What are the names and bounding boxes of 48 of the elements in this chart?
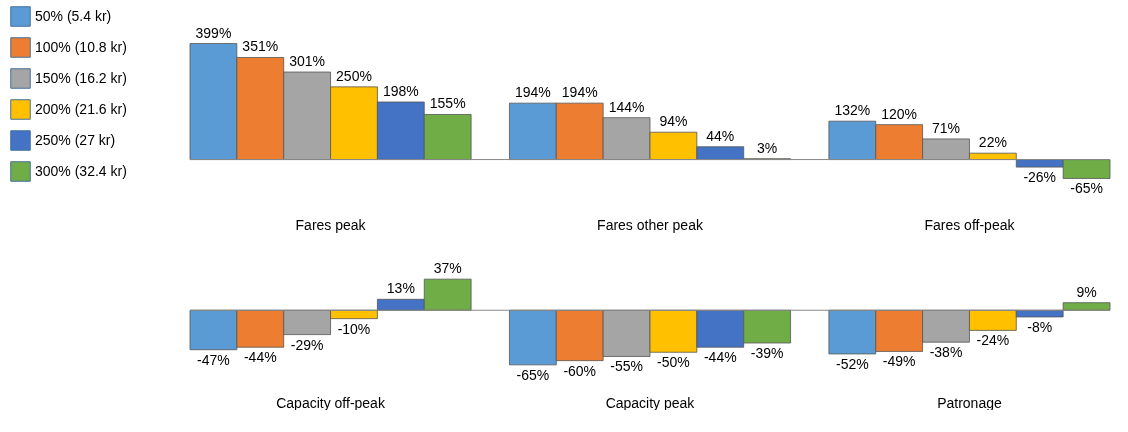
data-label: 351% [242, 38, 279, 55]
data-label: -24% [976, 332, 1010, 349]
legend-label: 50% (5.4 kr) [35, 7, 112, 24]
x-tick-label: Patronage [937, 394, 1002, 411]
data-label: -44% [703, 349, 737, 366]
data-label: 13% [386, 280, 415, 297]
data-label: 301% [289, 53, 326, 70]
x-tick-label: Capacity off-peak [276, 394, 386, 411]
data-label: -38% [929, 344, 963, 361]
data-label: 71% [932, 119, 961, 136]
data-label: -50% [657, 354, 690, 371]
x-tick-label: Capacity peak [605, 394, 696, 411]
data-label: -47% [197, 351, 230, 368]
data-label: 9% [1076, 283, 1097, 300]
data-label: 399% [195, 24, 232, 41]
data-label: -65% [516, 366, 550, 383]
legend-label: 200% (21.6 kr) [35, 100, 127, 117]
data-label: 144% [608, 98, 645, 115]
legend-label: 250% (27 kr) [35, 131, 116, 148]
x-tick-label: Fares off-peak [924, 216, 1016, 233]
legend-label: 100% (10.8 kr) [35, 38, 127, 55]
data-label: -26% [1023, 169, 1057, 186]
data-label: 37% [433, 260, 462, 277]
data-label: -55% [610, 358, 643, 375]
legend-label: 300% (32.4 kr) [35, 162, 127, 179]
data-label: 44% [706, 127, 735, 144]
data-label: -44% [243, 349, 277, 366]
data-label: 3% [757, 139, 778, 156]
x-tick-label: Fares other peak [597, 216, 704, 233]
data-label: 194% [514, 84, 551, 101]
data-label: -29% [290, 336, 324, 353]
data-label: -52% [835, 355, 869, 372]
x-tick-label: Fares peak [295, 216, 367, 233]
data-label: -65% [1070, 180, 1103, 197]
data-label: 94% [659, 113, 688, 130]
data-label: 194% [561, 84, 598, 101]
data-label: -8% [1027, 318, 1053, 335]
data-label: -39% [750, 345, 784, 362]
data-label: 22% [978, 134, 1007, 151]
data-label: 155% [429, 95, 466, 112]
legend-label: 150% (16.2 kr) [35, 69, 127, 86]
data-label: 198% [382, 82, 419, 99]
data-label: -49% [882, 353, 916, 370]
data-label: -10% [337, 320, 371, 337]
data-label: 120% [881, 105, 918, 122]
data-label: 132% [834, 102, 871, 119]
data-label: 250% [336, 67, 372, 84]
data-label: -60% [563, 362, 597, 379]
